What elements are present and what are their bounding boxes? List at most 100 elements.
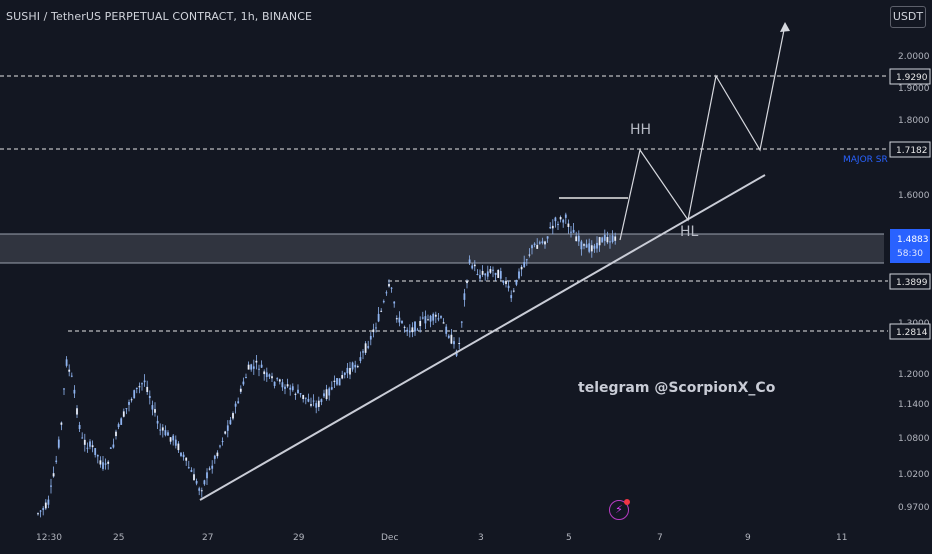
candle-body: [315, 403, 318, 408]
demand-zone: [0, 234, 884, 263]
candle-body: [606, 236, 609, 243]
level-box-label: 1.9290: [896, 73, 928, 83]
candle-body: [260, 364, 263, 368]
candle-body: [525, 259, 528, 261]
candle-body: [268, 374, 271, 377]
candle-body: [302, 394, 305, 400]
currency-button[interactable]: USDT: [890, 6, 926, 28]
candle-body: [362, 351, 364, 353]
ascending-trendline[interactable]: [199, 174, 766, 501]
candle-body: [403, 326, 406, 328]
candle-body: [297, 389, 299, 394]
candle-body: [299, 393, 302, 395]
candle-body: [133, 390, 136, 399]
time-label: 29: [293, 533, 305, 543]
candle-body: [328, 388, 331, 396]
candle-body: [476, 273, 479, 275]
candle-body: [507, 285, 510, 289]
candle-body: [167, 432, 169, 436]
projection-path: [619, 24, 786, 241]
notification-dot: [624, 499, 630, 505]
candle-body: [278, 379, 281, 382]
candle-body: [489, 269, 492, 273]
candle-body: [57, 439, 60, 448]
candle-body: [544, 241, 546, 245]
candle-body: [70, 375, 73, 377]
candle-body: [198, 488, 201, 491]
candle-body: [406, 329, 409, 332]
candle-body: [125, 408, 128, 410]
time-scale[interactable]: 12:30 25 27 29 Dec 3 5 7 9 11: [36, 533, 847, 543]
candle-body: [380, 310, 383, 312]
candle-body: [115, 431, 117, 437]
candle-body: [190, 470, 193, 472]
candle-body: [419, 320, 422, 327]
candle-body: [468, 259, 471, 263]
candle-body: [395, 318, 398, 320]
candle-body: [234, 403, 237, 407]
time-label: 12:30: [36, 533, 62, 543]
time-label: 9: [745, 533, 751, 543]
candle-body: [388, 284, 390, 287]
candle-body: [497, 269, 500, 278]
price-scale[interactable]: 2.0000 1.9000 1.8000 1.6000 1.3000 1.200…: [889, 52, 931, 513]
candle-body: [120, 418, 123, 425]
candle-body: [512, 290, 515, 292]
lightning-icon[interactable]: ⚡: [609, 499, 630, 520]
candle-body: [219, 445, 221, 447]
candle-body: [494, 272, 497, 275]
candle-body: [463, 293, 466, 300]
candle-body: [382, 301, 385, 303]
candle-body: [390, 287, 393, 289]
current-price-box: [890, 229, 930, 263]
candle-body: [44, 502, 47, 509]
candle-body: [432, 313, 435, 321]
candle-body: [330, 387, 333, 390]
candle-body: [603, 234, 606, 241]
candle-body: [336, 378, 338, 385]
candle-body: [401, 320, 403, 324]
candle-body: [510, 295, 513, 299]
candle-body: [252, 366, 255, 369]
candle-body: [367, 346, 370, 348]
candle-body: [213, 455, 216, 459]
candle-body: [265, 372, 268, 377]
time-label: 25: [113, 533, 124, 543]
level-box: [889, 68, 931, 85]
candle-body: [536, 244, 539, 249]
candle-body: [320, 399, 323, 403]
candle-body: [434, 314, 437, 317]
candle-body: [518, 271, 520, 279]
candle-body: [286, 384, 289, 387]
candle-body: [312, 400, 315, 402]
candle-body: [450, 334, 453, 344]
candle-body: [39, 510, 42, 512]
candle-body: [255, 360, 258, 363]
candle-body: [224, 431, 227, 434]
candle-body: [609, 241, 611, 243]
candle-body: [523, 262, 526, 268]
candle-body: [484, 273, 487, 276]
candle-body: [614, 236, 617, 241]
candle-body: [572, 229, 575, 233]
candle-body: [414, 321, 416, 332]
candle-body: [393, 301, 396, 304]
candle-body: [96, 455, 99, 457]
candle-body: [424, 316, 427, 324]
candle-body: [138, 386, 141, 388]
candle-body: [473, 264, 476, 267]
candle-body: [156, 420, 159, 424]
level-box-label: 1.7182: [896, 146, 928, 156]
candle-body: [593, 245, 596, 249]
candle-body: [580, 241, 583, 250]
candle-body: [325, 389, 328, 400]
candle-body: [161, 427, 164, 431]
candle-body: [141, 383, 143, 385]
candle-body: [169, 437, 172, 442]
candle-body: [481, 270, 484, 275]
candle-body: [549, 227, 552, 229]
candle-body: [195, 480, 198, 484]
candle-body: [596, 242, 598, 249]
